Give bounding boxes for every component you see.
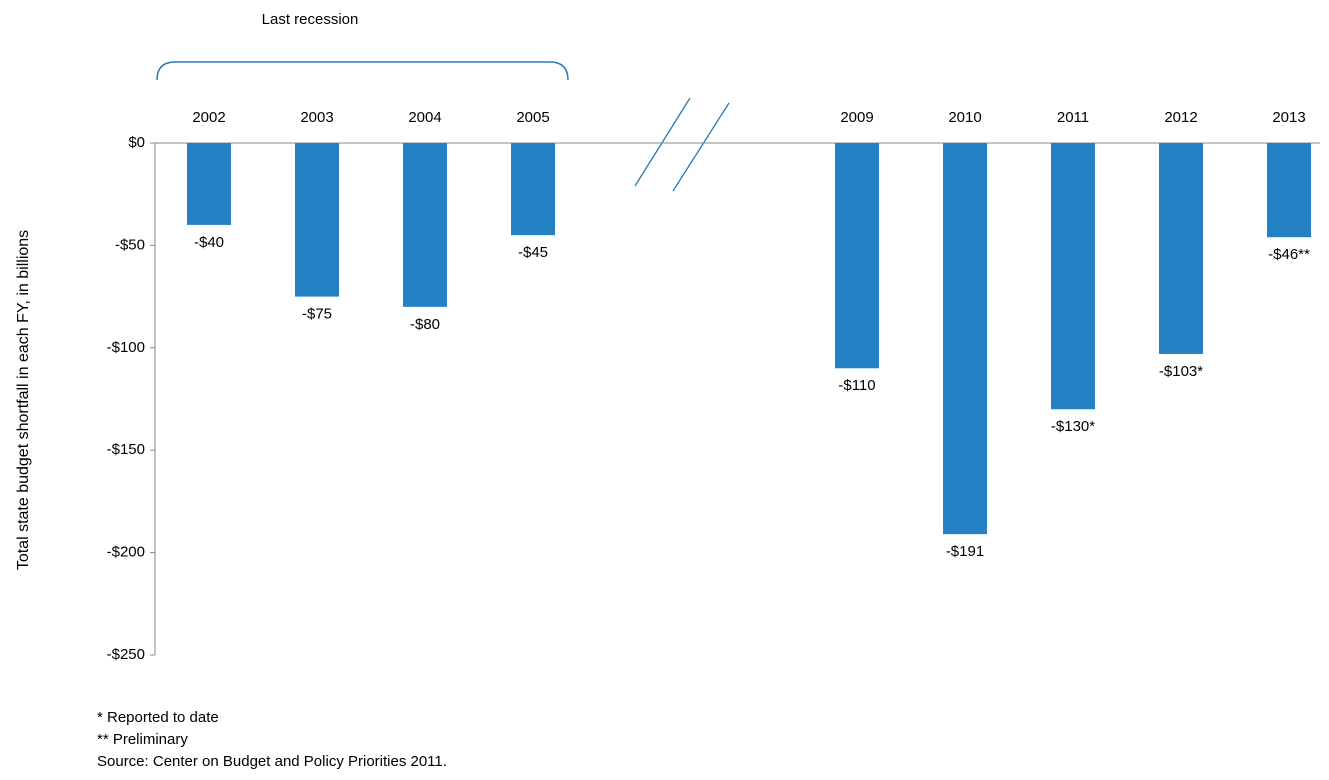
x-tick-label: 2012 xyxy=(1164,109,1197,126)
bar xyxy=(295,143,339,297)
source: Source: Center on Budget and Policy Prio… xyxy=(97,753,447,770)
bar xyxy=(1267,143,1311,238)
bar xyxy=(403,143,447,307)
footnote: * Reported to date xyxy=(97,709,219,726)
axis-break xyxy=(634,97,691,187)
x-tick-label: 2004 xyxy=(408,109,441,126)
x-tick-label: 2003 xyxy=(300,109,333,126)
bar xyxy=(943,143,987,535)
value-label: -$46** xyxy=(1268,246,1310,263)
recession-bracket xyxy=(156,61,569,81)
bar xyxy=(1051,143,1095,410)
x-tick-label: 2013 xyxy=(1272,109,1305,126)
x-tick-label: 2011 xyxy=(1057,109,1089,126)
y-tick-label: $0 xyxy=(128,134,145,151)
annotation: Last recession xyxy=(262,11,359,28)
x-tick-label: 2005 xyxy=(516,109,549,126)
y-axis-label: Total state budget shortfall in each FY,… xyxy=(15,230,32,570)
value-label: -$75 xyxy=(302,306,332,323)
value-label: -$80 xyxy=(410,316,440,333)
bar xyxy=(1159,143,1203,354)
bar xyxy=(511,143,555,236)
axis-break xyxy=(672,102,730,192)
y-tick-label: -$150 xyxy=(107,441,145,458)
value-label: -$130* xyxy=(1051,418,1095,435)
y-tick-label: -$50 xyxy=(115,236,145,253)
x-tick-label: 2002 xyxy=(192,109,225,126)
value-label: -$191 xyxy=(946,543,984,560)
x-tick-label: 2010 xyxy=(948,109,981,126)
value-label: -$45 xyxy=(518,244,548,261)
x-tick-label: 2009 xyxy=(840,109,873,126)
value-label: -$103* xyxy=(1159,363,1203,380)
bar xyxy=(187,143,231,225)
value-label: -$40 xyxy=(194,234,224,251)
footnote: ** Preliminary xyxy=(97,731,188,748)
value-label: -$110 xyxy=(838,377,875,394)
y-tick-label: -$200 xyxy=(107,544,145,561)
y-tick-label: -$100 xyxy=(107,339,145,356)
bar xyxy=(835,143,879,369)
y-tick-label: -$250 xyxy=(107,646,145,663)
